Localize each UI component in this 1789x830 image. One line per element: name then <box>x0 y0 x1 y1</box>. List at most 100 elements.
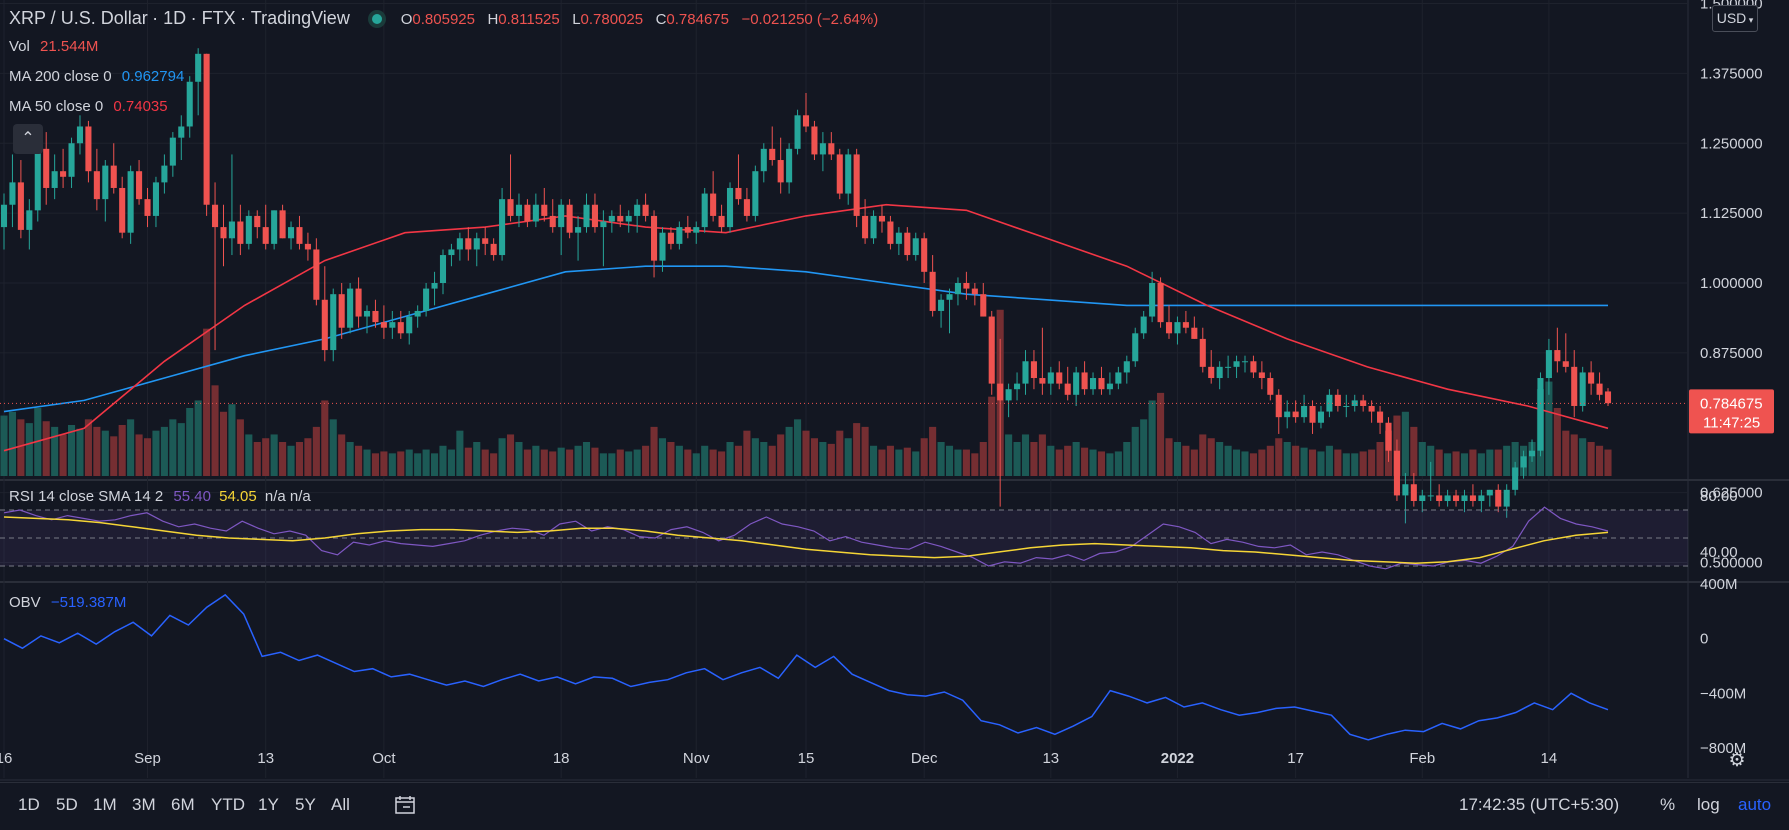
candle-body <box>1208 366 1215 379</box>
range-button-all[interactable]: All <box>331 795 350 814</box>
interval-label[interactable]: 1D <box>163 8 187 28</box>
candle-body <box>439 255 447 283</box>
range-button-1m[interactable]: 1M <box>93 795 117 814</box>
candle-body <box>1132 333 1139 362</box>
volume-bar <box>1013 442 1021 476</box>
collapse-legend-button[interactable]: ⌃ <box>13 124 43 154</box>
symbol-title[interactable]: XRP / U.S. Dollar <box>9 8 148 28</box>
volume-bar <box>118 425 126 476</box>
candle-body <box>558 204 565 228</box>
candle-body <box>1081 372 1088 390</box>
currency-button[interactable]: USD ▾ <box>1712 5 1758 32</box>
candle-body <box>1073 372 1080 395</box>
clock-label[interactable]: 17:42:35 (UTC+5:30) <box>1459 795 1620 814</box>
volume-bar <box>810 438 818 476</box>
candle-body <box>997 383 1004 401</box>
volume-bar <box>819 442 827 476</box>
range-button-1d[interactable]: 1D <box>18 795 40 814</box>
obv-legend[interactable]: OBV −519.387M <box>9 594 126 611</box>
candle-body <box>1478 495 1485 502</box>
volume-bar <box>1503 445 1511 476</box>
candle-body <box>1191 327 1198 339</box>
change-value: −0.021250 (−2.64%) <box>741 11 879 28</box>
range-button-6m[interactable]: 6M <box>171 795 195 814</box>
bottom-toolbar: 1D 5D 1M 3M 6M YTD 1Y 5Y All 17:42:35 (UTC+5:30)… <box>0 782 1789 830</box>
volume-bar <box>414 453 422 476</box>
volume-bar <box>929 426 937 476</box>
candle-body <box>406 316 413 334</box>
percent-toggle[interactable]: % <box>1660 795 1676 814</box>
candle-body <box>51 171 58 188</box>
candle-body <box>169 137 176 166</box>
ma200-legend[interactable]: MA 200 close 0 0.962794 <box>9 68 184 85</box>
candle-body <box>127 171 134 233</box>
vol-value: 21.544M <box>40 38 99 55</box>
volume-bar <box>1157 392 1165 476</box>
calendar-icon[interactable] <box>394 794 416 821</box>
range-button-5d[interactable]: 5D <box>56 795 78 814</box>
volume-bar <box>616 449 624 476</box>
axes: 1.5000001.3750001.2500001.1250001.000000… <box>0 0 1763 771</box>
volume-bar <box>1064 445 1072 476</box>
time-axis-label: 16 <box>0 750 12 767</box>
range-button-5y[interactable]: 5Y <box>295 795 316 814</box>
candle-body <box>676 227 683 244</box>
volume-bar <box>363 449 371 476</box>
volume-bar <box>751 438 759 476</box>
candle-body <box>836 154 843 194</box>
volume-bar <box>718 451 726 476</box>
volume-bar <box>194 400 202 476</box>
candle-body <box>1419 495 1426 502</box>
candle-body <box>878 215 886 222</box>
volume-bar <box>1376 442 1384 476</box>
chevron-up-icon: ⌃ <box>21 130 35 147</box>
range-button-1y[interactable]: 1Y <box>258 795 279 814</box>
price-axis-label: 0.500000 <box>1700 555 1763 572</box>
time-axis-label: 13 <box>1042 750 1059 767</box>
candle-body <box>1165 322 1173 334</box>
volume-bar <box>1275 438 1283 476</box>
ma50-legend[interactable]: MA 50 close 0 0.74035 <box>9 98 168 115</box>
volume-bar <box>287 445 295 476</box>
time-axis-label: 18 <box>553 750 570 767</box>
candle-body <box>389 322 396 328</box>
price-axis-label: 1.375000 <box>1700 65 1763 82</box>
ma200-path <box>3 265 1608 413</box>
candle-body <box>752 171 759 216</box>
volume-bar <box>701 445 709 476</box>
candle-body <box>110 165 117 188</box>
volume-bar <box>228 404 236 476</box>
ma200-line <box>3 265 1608 413</box>
vol-legend[interactable]: Vol 21.544M <box>9 38 98 55</box>
candle-body <box>465 238 472 250</box>
rsi-extra: n/a n/a <box>264 488 311 505</box>
candle-body <box>1241 361 1249 363</box>
volume-bar <box>371 453 379 476</box>
rsi-legend[interactable]: RSI 14 close SMA 14 2 55.40 54.05 n/a n/… <box>9 488 311 505</box>
candle-body <box>870 215 877 239</box>
candle-body <box>819 143 826 155</box>
obv-pane[interactable] <box>3 593 1609 741</box>
range-button-ytd[interactable]: YTD <box>211 795 245 814</box>
volume-bars <box>0 309 1612 476</box>
volume-bar <box>1325 445 1333 476</box>
volume-bar <box>1410 426 1418 476</box>
candle-body <box>1588 372 1595 384</box>
candle-body <box>575 227 582 233</box>
candle-body <box>85 126 92 172</box>
volume-bar <box>1030 442 1038 476</box>
candle-body <box>1089 378 1097 390</box>
log-toggle[interactable]: log <box>1697 795 1720 814</box>
range-button-3m[interactable]: 3M <box>132 795 156 814</box>
candle-body <box>515 204 523 216</box>
volume-bar <box>312 426 320 476</box>
auto-toggle[interactable]: auto <box>1738 795 1772 814</box>
rsi-axis-label: 40.00 <box>1700 544 1738 561</box>
candle-body <box>220 227 227 239</box>
candle-body <box>1233 361 1240 367</box>
volume-bar <box>1292 445 1300 476</box>
rsi-pane[interactable] <box>0 506 1688 570</box>
candle-body <box>1174 322 1181 334</box>
currency-label: USD <box>1716 10 1747 26</box>
